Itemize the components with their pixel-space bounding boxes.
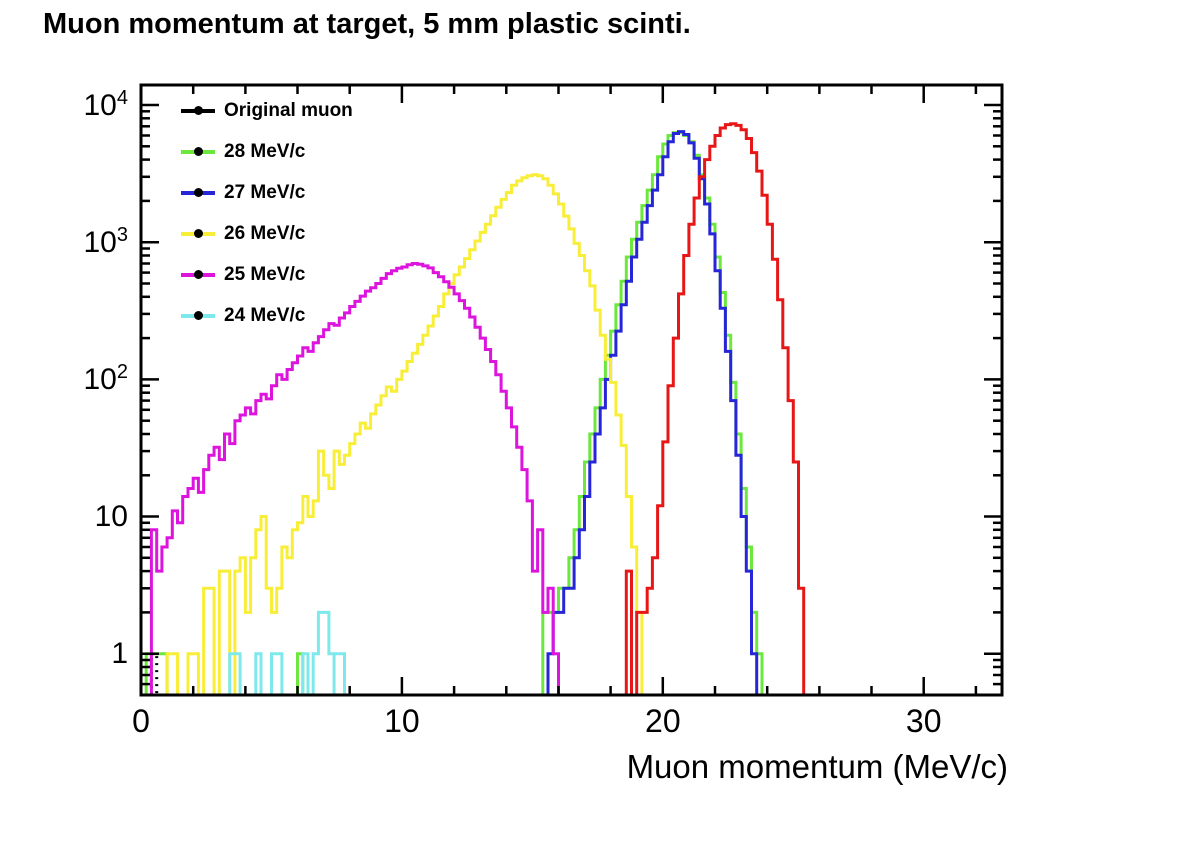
legend-item-28-mevc: 28 MeV/c (181, 131, 353, 172)
legend-line-28-mevc (181, 147, 215, 156)
x-axis-title: Muon momentum (MeV/c) (626, 748, 1008, 785)
legend-marker-dot-icon (193, 311, 203, 320)
legend-item-24-mevc: 24 MeV/c (181, 295, 353, 336)
legend-label: 24 MeV/c (224, 304, 306, 326)
legend-label: 28 MeV/c (224, 140, 306, 162)
legend-item-25-mevc: 25 MeV/c (181, 254, 353, 295)
x-tick-label: 20 (645, 703, 681, 739)
legend-line-24-mevc (181, 311, 215, 320)
legend-item-original-muon: Original muon (181, 90, 353, 131)
legend-line-25-mevc (181, 270, 215, 279)
y-tick-label: 103 (83, 224, 129, 260)
legend-label: 26 MeV/c (224, 222, 306, 244)
legend-marker-dot-icon (193, 270, 203, 279)
x-tick-label: 30 (905, 703, 942, 739)
y-tick-label: 104 (83, 87, 129, 123)
chart-title: Muon momentum at target, 5 mm plastic sc… (43, 8, 691, 40)
y-tick-label: 10 (94, 499, 128, 533)
y-tick-label: 1 (111, 636, 128, 670)
series-25-mevc (149, 262, 560, 695)
legend-label: 27 MeV/c (224, 181, 306, 203)
legend-item-27-mevc: 27 MeV/c (181, 172, 353, 213)
legend-marker-dot-icon (193, 188, 203, 197)
x-tick-label: 10 (384, 703, 420, 739)
y-tick-label: 102 (83, 361, 129, 397)
series-unlabeled-red (624, 122, 806, 697)
series-24-mevc (141, 610, 1002, 697)
series-27-mevc (141, 130, 1002, 697)
legend-line-original-muon (181, 106, 215, 115)
legend-marker-dot-icon (193, 106, 203, 115)
legend-item-26-mevc: 26 MeV/c (181, 213, 353, 254)
plot-frame (139, 83, 1004, 697)
legend-label: 25 MeV/c (224, 263, 306, 285)
series-26-mevc (165, 173, 644, 697)
legend-line-27-mevc (181, 188, 215, 197)
legend-marker-dot-icon (193, 229, 203, 238)
legend-marker-dot-icon (193, 147, 203, 156)
x-tick-label: 0 (132, 703, 150, 739)
legend: Original muon 28 MeV/c 27 MeV/c 26 MeV/c… (181, 90, 353, 336)
legend-label: Original muon (224, 99, 353, 121)
legend-line-26-mevc (181, 229, 215, 238)
